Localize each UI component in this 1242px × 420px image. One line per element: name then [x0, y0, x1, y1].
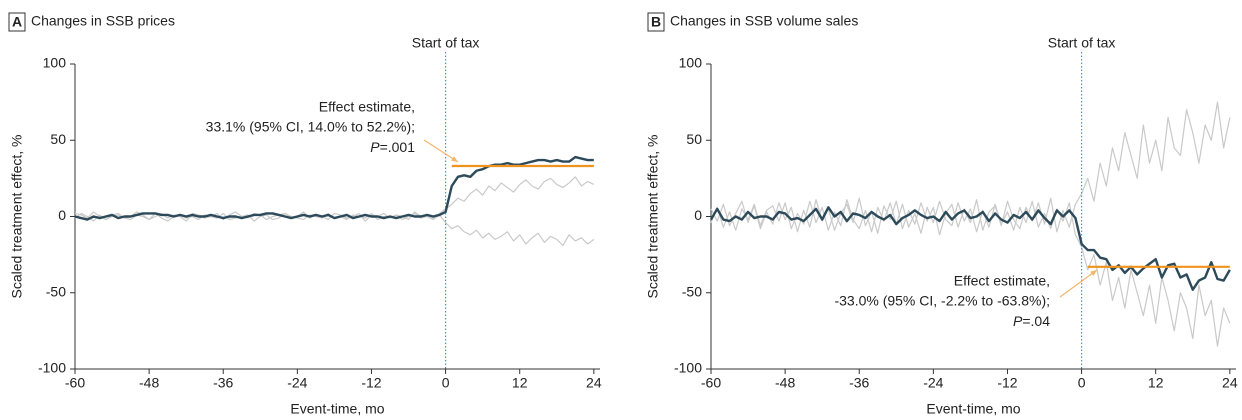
arrow-head	[1090, 270, 1097, 277]
y-tick-label: -50	[682, 283, 702, 299]
p-number: =.001	[380, 139, 416, 155]
p-value: P=.001	[370, 139, 415, 155]
x-tick-label: 12	[1148, 375, 1164, 391]
event-label: Start of tax	[1048, 35, 1116, 51]
x-tick-label: -12	[997, 375, 1017, 391]
p-label: P	[370, 139, 380, 155]
y-tick-label: 0	[694, 207, 702, 223]
x-tick-label: -60	[701, 375, 721, 391]
treatment-line	[709, 206, 1231, 291]
annotation-line: 33.1% (95% CI, 14.0% to 52.2%);	[206, 119, 415, 135]
y-tick-label: -100	[674, 360, 702, 376]
y-axis-label: Scaled treatment effect, %	[9, 135, 25, 299]
placebo-line	[710, 199, 1231, 347]
y-tick-label: 0	[58, 207, 66, 223]
panel-label: B	[651, 14, 661, 30]
y-tick-label: 100	[43, 55, 67, 71]
p-number: =.04	[1022, 313, 1050, 329]
x-tick-label: 0	[1078, 375, 1086, 391]
arrow-head	[451, 156, 458, 162]
x-tick-label: 0	[442, 375, 450, 391]
y-tick-label: -100	[38, 360, 66, 376]
panel-title: Changes in SSB prices	[31, 13, 175, 29]
panel-label: A	[12, 14, 22, 30]
x-tick-label: -36	[849, 375, 869, 391]
x-tick-label: -36	[213, 375, 233, 391]
annotation-line: Effect estimate,	[954, 273, 1050, 289]
x-tick-label: -48	[775, 375, 795, 391]
annotation-arrow	[423, 139, 459, 163]
annotation-line: Effect estimate,	[319, 99, 415, 115]
x-tick-label: 24	[586, 375, 602, 391]
y-tick-label: 100	[679, 55, 703, 71]
panel-label-box	[647, 12, 665, 32]
y-axis-label: Scaled treatment effect, %	[645, 135, 661, 299]
x-tick-label: -12	[361, 375, 381, 391]
x-tick-label: -24	[923, 375, 943, 391]
annotation-line: -33.0% (95% CI, -2.2% to -63.8%);	[834, 293, 1050, 309]
placebo-line	[74, 176, 595, 222]
p-label: P	[1013, 313, 1023, 329]
x-tick-label: 24	[1222, 375, 1238, 391]
panel-title: Changes in SSB volume sales	[670, 13, 858, 29]
p-value: P=.04	[1013, 313, 1050, 329]
x-tick-label: -60	[65, 375, 85, 391]
treatment-line	[74, 155, 594, 221]
y-tick-label: 50	[686, 131, 702, 147]
x-tick-label: -48	[139, 375, 159, 391]
x-axis-label: Event-time, mo	[926, 401, 1020, 417]
x-tick-label: 12	[512, 375, 528, 391]
event-label: Start of tax	[412, 35, 480, 51]
y-tick-label: 50	[50, 131, 66, 147]
panel-label-box	[8, 12, 26, 32]
annotation-arrow	[1059, 269, 1098, 298]
x-axis-label: Event-time, mo	[290, 401, 384, 417]
x-tick-label: -24	[287, 375, 307, 391]
placebo-line	[710, 101, 1231, 236]
y-tick-label: -50	[46, 283, 66, 299]
